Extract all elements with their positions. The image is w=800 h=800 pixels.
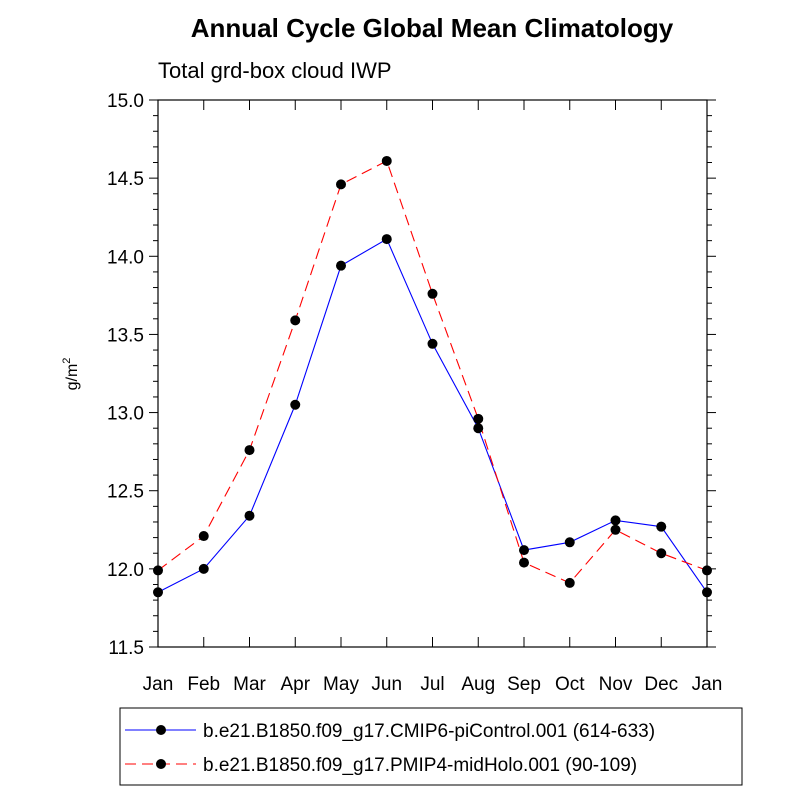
series-1-point xyxy=(519,545,529,556)
x-tick-label: Jul xyxy=(420,674,444,695)
chart-title: Annual Cycle Global Mean Climatology xyxy=(191,13,674,43)
legend-box xyxy=(119,707,743,786)
y-tick-label: 13.0 xyxy=(107,404,144,425)
y-axis-label-exponent: 2 xyxy=(61,358,73,364)
series-2-point xyxy=(153,565,163,576)
x-tick-label: Nov xyxy=(599,674,633,695)
x-tick-label: Sep xyxy=(507,674,541,695)
series-1-point xyxy=(473,423,484,434)
y-tick-label: 15.0 xyxy=(107,91,144,112)
x-tick-label: Aug xyxy=(461,674,495,695)
series-2-point xyxy=(336,179,346,190)
legend-marker-2 xyxy=(156,759,166,769)
y-tick-label: 14.5 xyxy=(107,169,144,190)
series-2-point xyxy=(656,548,667,559)
x-tick-label: Jan xyxy=(692,674,723,695)
series-1-point xyxy=(610,515,621,526)
series-1-point xyxy=(656,521,667,532)
x-tick-label: Oct xyxy=(555,674,585,695)
y-tick-label: 13.5 xyxy=(107,325,144,346)
x-tick-label: May xyxy=(323,674,359,695)
chart-subtitle: Total grd-box cloud IWP xyxy=(158,58,392,83)
x-tick-label: Dec xyxy=(644,674,678,695)
series-2-point xyxy=(610,524,621,535)
legend-label-1: b.e21.B1850.f09_g17.CMIP6-piControl.001 … xyxy=(203,721,655,742)
series-1-point xyxy=(336,260,346,271)
series-1-point xyxy=(381,234,392,245)
y-tick-label: 12.5 xyxy=(107,482,144,503)
legend: b.e21.B1850.f09_g17.CMIP6-piControl.001 … xyxy=(119,707,743,786)
series-2-point xyxy=(473,413,484,424)
x-tick-label: Apr xyxy=(280,674,310,695)
y-tick-label: 12.0 xyxy=(107,560,144,581)
series-1-point xyxy=(564,537,575,548)
y-tick-label: 14.0 xyxy=(107,247,144,268)
y-tick-label: 11.5 xyxy=(108,638,144,659)
series-layer xyxy=(153,155,712,598)
legend-marker-1 xyxy=(156,725,166,735)
series-line-2 xyxy=(157,160,708,584)
series-2-point xyxy=(519,557,529,568)
series-1-point xyxy=(153,587,163,598)
legend-label-2: b.e21.B1850.f09_g17.PMIP4-midHolo.001 (9… xyxy=(203,755,637,776)
series-2-point xyxy=(381,155,392,166)
series-1-point xyxy=(198,563,209,574)
series-2-point xyxy=(244,445,255,456)
series-1-point xyxy=(702,587,712,598)
x-tick-label: Jun xyxy=(371,674,402,695)
series-2-point xyxy=(702,565,712,576)
series-2-point xyxy=(427,288,438,299)
y-axis-label-unit: g/m xyxy=(64,364,81,391)
series-1-point xyxy=(290,399,301,410)
x-tick-label: Jan xyxy=(143,674,174,695)
series-2-point xyxy=(198,531,209,542)
plot-frame xyxy=(157,99,708,648)
series-2-point xyxy=(290,315,301,326)
series-1-point xyxy=(427,338,438,349)
x-tick-label: Feb xyxy=(187,674,220,695)
series-1-point xyxy=(244,510,255,521)
y-axis-label: g/m2 xyxy=(61,358,81,391)
axes: Jan Feb Mar Apr May Jun Jul Aug Sep Oct Nov Dec Jan 1… xyxy=(107,91,722,695)
series-2-point xyxy=(564,577,575,588)
x-tick-label: Mar xyxy=(233,674,266,695)
